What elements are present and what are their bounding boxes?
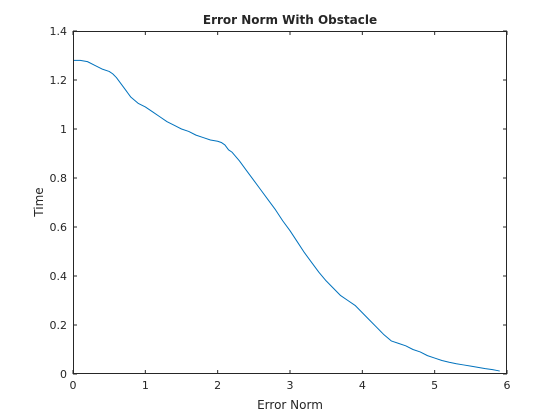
- y-tick-label: 1.2: [50, 74, 68, 87]
- y-tick-label: 1: [60, 123, 67, 136]
- y-tick-label: 1.4: [50, 25, 68, 38]
- x-tick-label: 4: [359, 379, 366, 392]
- y-tick-label: 0.6: [50, 221, 68, 234]
- x-axis-label: Error Norm: [257, 398, 323, 412]
- x-tick-label: 0: [70, 379, 77, 392]
- y-tick-label: 0.2: [50, 319, 68, 332]
- plot-area: [73, 31, 507, 374]
- y-tick-label: 0: [60, 368, 67, 381]
- x-tick-label: 2: [214, 379, 221, 392]
- x-tick-label: 3: [287, 379, 294, 392]
- ticks-layer: 0 1 2 3 4 5 6 0 0.2 0.4 0.6 0.8 1 1.2 1.4: [50, 25, 511, 392]
- x-tick-label: 1: [142, 379, 149, 392]
- y-axis-label: Time: [32, 187, 46, 217]
- x-tick-label: 6: [504, 379, 511, 392]
- series-line-1: [73, 59, 500, 372]
- y-tick-label: 0.4: [50, 270, 68, 283]
- chart-title: Error Norm With Obstacle: [203, 13, 377, 27]
- y-tick-label: 0.8: [50, 172, 68, 185]
- series-layer: [73, 59, 500, 372]
- x-tick-label: 5: [431, 379, 438, 392]
